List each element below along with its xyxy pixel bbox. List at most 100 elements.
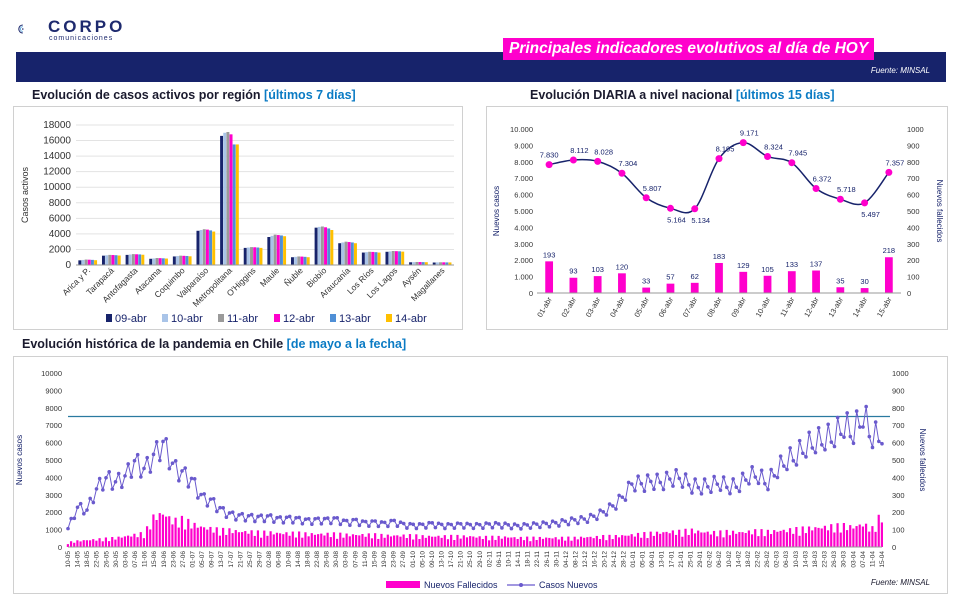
casos-point-76 [306,516,311,521]
casos-point-114 [427,520,431,525]
y-left-tick-6: 6000 [45,439,62,448]
casos-point-45 [208,497,213,501]
fallecidos-bar-254 [871,526,874,547]
casos-point-105 [398,520,403,525]
fallecidos-bar-5 [666,283,675,293]
x-tick-label-13: 01-07 [189,551,196,568]
fallecidos-bar-0 [545,261,554,293]
fallecidos-bar-111 [418,539,421,547]
casos-label-3: 7.304 [619,159,638,168]
fallecidos-bar-21 [133,533,136,547]
fallecidos-bar-6 [85,540,89,547]
casos-point-115 [430,521,435,525]
casos-line [67,406,883,530]
casos-point-60 [256,514,260,519]
fallecidos-bar-76 [307,536,310,547]
fallecidos-bar-69 [285,532,288,547]
fallecidos-bar-152 [548,537,551,547]
fallecidos-bar-146 [529,541,532,547]
fallecidos-bar-102 [389,536,393,547]
fallecidos-bar-64 [269,531,272,547]
fallecidos-bar-101 [386,534,389,547]
y-left-tick-7: 7000 [45,421,62,430]
fallecidos-bar-170 [605,540,608,547]
fallecidos-bar-47 [215,527,218,547]
casos-point-239 [823,447,827,452]
x-tick-label-16: 13-07 [218,551,225,568]
casos-point-232 [801,451,805,456]
casos-point-238 [820,442,824,447]
bar-14-abr-15 [448,262,452,265]
bar-11-abr-8 [273,234,277,265]
fallecidos-bar-182 [643,532,646,547]
casos-point-12 [836,195,844,203]
fallecidos-bar-192 [674,534,678,547]
fallecidos-bar-108 [408,534,412,547]
bar-12-abr-0 [87,259,91,265]
fallecidos-label-1: 93 [569,267,577,276]
bar-10-abr-4 [176,256,179,265]
fallecidos-bar-29 [158,513,161,547]
x-tick-label-49: 22-11 [534,551,541,568]
fallecidos-label-0: 193 [543,250,556,259]
casos-point-112 [420,522,425,527]
casos-point-49 [221,505,225,510]
fallecidos-bar-107 [405,538,408,547]
y-left-tick-0: 0 [529,289,533,298]
casos-point-26 [148,470,153,474]
x-tick-label-27: 26-08 [324,551,331,568]
bar-14-abr-13 [401,251,405,265]
fallecidos-bar-255 [874,531,877,547]
x-tick-label-0: 10-05 [65,551,72,568]
x-tick-label-10: 19-06 [161,551,168,568]
fallecidos-bar-52 [231,533,234,547]
fallecidos-bar-18 [123,536,127,547]
fallecidos-bar-14 [111,537,114,547]
y-left-tick-3: 3000 [45,491,62,500]
x-tick-label-2: 18-05 [84,551,91,568]
legend-label-casos: Casos Nuevos [539,580,598,590]
casos-point-92 [357,523,362,528]
x-tick-label-9: Ñuble [282,265,305,288]
casos-point-163 [582,517,587,521]
fallecidos-bar-83 [329,537,332,547]
casos-point-158 [566,522,571,527]
fallecidos-label-8: 129 [737,261,750,270]
fallecidos-bar-243 [836,523,839,547]
fallecidos-bar-63 [266,535,269,547]
x-tick-label-22: 06-08 [276,551,283,568]
x-tick-label-62: 13-01 [659,551,666,568]
bar-14-abr-6 [235,144,239,265]
x-tick-label-57: 24-12 [611,551,618,568]
fallecidos-bar-173 [614,534,617,547]
fallecidos-bar-112 [421,535,424,547]
fallecidos-bar-210 [731,530,735,547]
casos-point-58 [249,512,254,517]
bar-11-abr-14 [415,261,419,265]
fallecidos-bar-158 [567,536,570,547]
fallecidos-bar-85 [336,538,339,547]
fallecidos-bar-163 [583,537,586,547]
fallecidos-bar-160 [573,536,576,547]
fallecidos-bar-251 [861,526,864,547]
bar-11-abr-9 [297,256,301,265]
legend-label-1: 10-abr [171,313,203,325]
fallecidos-bar-252 [864,523,868,547]
casos-point-33 [170,461,175,466]
y-axis-label: Casos activos [20,166,30,223]
x-tick-label-58: 28-12 [620,551,627,568]
fallecidos-bar-150 [541,538,545,547]
fallecidos-bar-88 [345,533,348,547]
fallecidos-bar-239 [823,525,826,547]
fallecidos-bar-142 [516,538,519,547]
bar-13-abr-9 [303,256,307,265]
bar-12-abr-3 [158,258,162,265]
x-tick-label-26: 22-08 [314,551,321,568]
casos-point-172 [610,504,615,508]
casos-point-165 [588,512,593,517]
fallecidos-bar-95 [367,533,370,547]
casos-point-255 [873,420,878,424]
fallecidos-bar-141 [513,537,516,547]
y-left-axis-label: Nuevos casos [15,435,24,485]
casos-point-39 [189,476,194,481]
